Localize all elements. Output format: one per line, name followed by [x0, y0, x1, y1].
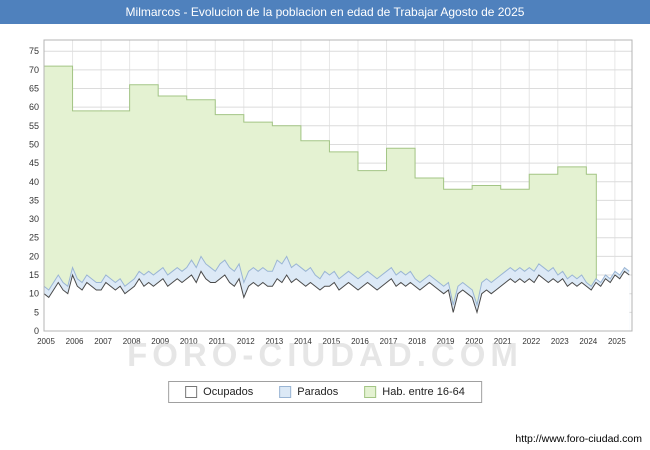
svg-text:55: 55 — [29, 121, 39, 131]
svg-text:40: 40 — [29, 177, 39, 187]
svg-text:10: 10 — [29, 289, 39, 299]
svg-text:2021: 2021 — [494, 337, 512, 346]
svg-text:50: 50 — [29, 139, 39, 149]
svg-text:2017: 2017 — [380, 337, 398, 346]
legend-label-ocupados: Ocupados — [203, 386, 254, 398]
svg-text:2018: 2018 — [408, 337, 426, 346]
svg-text:20: 20 — [29, 251, 39, 261]
legend-item-parados: Parados — [279, 386, 338, 398]
svg-text:2006: 2006 — [66, 337, 84, 346]
svg-text:2011: 2011 — [209, 337, 227, 346]
svg-text:2025: 2025 — [608, 337, 626, 346]
svg-text:2016: 2016 — [351, 337, 369, 346]
footer-url-link[interactable]: http://www.foro-ciudad.com — [515, 433, 642, 445]
legend-label-hab16-64: Hab. entre 16-64 — [382, 386, 465, 398]
svg-text:0: 0 — [34, 326, 39, 336]
svg-text:2024: 2024 — [579, 337, 597, 346]
legend-swatch-ocupados — [185, 386, 198, 398]
svg-text:45: 45 — [29, 158, 39, 168]
svg-text:25: 25 — [29, 233, 39, 243]
svg-text:35: 35 — [29, 195, 39, 205]
svg-text:2023: 2023 — [551, 337, 569, 346]
svg-text:65: 65 — [29, 84, 39, 94]
legend-swatch-parados — [279, 386, 292, 398]
svg-text:70: 70 — [29, 65, 39, 75]
chart-title: Milmarcos - Evolucion de la poblacion en… — [0, 0, 650, 24]
svg-text:2019: 2019 — [437, 337, 455, 346]
svg-text:75: 75 — [29, 46, 39, 56]
svg-text:2022: 2022 — [522, 337, 540, 346]
chart-legend: Ocupados Parados Hab. entre 16-64 — [168, 381, 482, 403]
legend-label-parados: Parados — [297, 386, 339, 398]
svg-text:2012: 2012 — [237, 337, 255, 346]
svg-text:2009: 2009 — [151, 337, 169, 346]
svg-text:2010: 2010 — [180, 337, 198, 346]
svg-text:5: 5 — [34, 307, 39, 317]
svg-text:2007: 2007 — [94, 337, 112, 346]
watermark-text: FORO-CIUDAD.COM — [127, 336, 523, 373]
legend-swatch-hab16-64 — [364, 386, 377, 398]
svg-text:2020: 2020 — [465, 337, 483, 346]
legend-item-ocupados: Ocupados — [185, 386, 253, 398]
svg-text:2014: 2014 — [294, 337, 312, 346]
svg-text:60: 60 — [29, 102, 39, 112]
svg-text:2005: 2005 — [37, 337, 55, 346]
svg-text:2008: 2008 — [123, 337, 141, 346]
svg-text:15: 15 — [29, 270, 39, 280]
svg-text:2015: 2015 — [323, 337, 341, 346]
svg-text:30: 30 — [29, 214, 39, 224]
legend-item-hab16-64: Hab. entre 16-64 — [364, 386, 465, 398]
svg-text:2013: 2013 — [265, 337, 283, 346]
